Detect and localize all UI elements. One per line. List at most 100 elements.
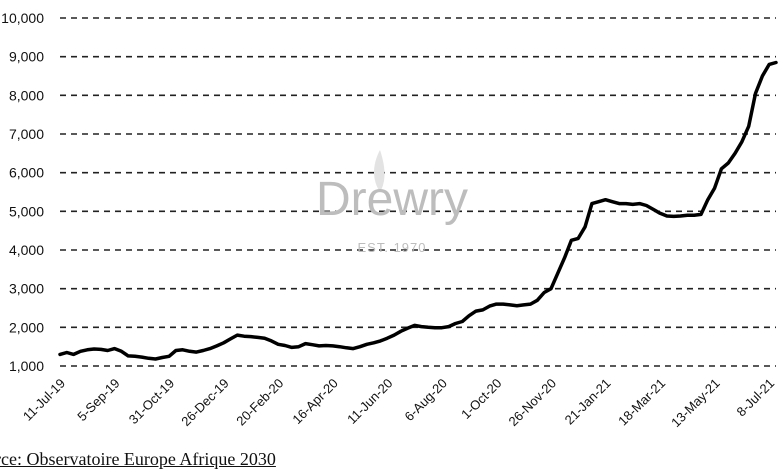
data-point <box>488 305 491 308</box>
x-axis: 11-Jul-19 5-Sep-19 31-Oct-19 26-Dec-19 20-Fe… <box>20 376 777 431</box>
data-point <box>584 225 587 228</box>
data-point <box>420 325 423 328</box>
data-point <box>324 344 327 347</box>
data-point <box>209 347 212 350</box>
data-point <box>249 335 252 338</box>
data-point <box>79 350 82 353</box>
data-point <box>147 357 150 360</box>
data-point <box>318 344 321 347</box>
data-point <box>618 202 621 205</box>
data-point <box>645 204 648 207</box>
flame-icon <box>374 150 385 192</box>
data-point <box>222 341 225 344</box>
source-note: urce: Observatoire Europe Afrique 2030 <box>0 449 276 469</box>
x-tick-label: 21-Jan-21 <box>562 376 614 428</box>
data-point <box>297 345 300 348</box>
x-tick-label: 18-Mar-21 <box>615 376 668 429</box>
y-tick-label: 10,000 <box>1 10 44 26</box>
data-point <box>174 349 177 352</box>
data-point <box>713 187 716 190</box>
x-tick-label: 31-Oct-19 <box>126 376 177 427</box>
y-tick-label: 3,000 <box>9 281 44 297</box>
data-point <box>754 92 757 95</box>
y-tick-label: 5,000 <box>9 203 44 219</box>
data-point <box>747 125 750 128</box>
x-tick-label: 26-Dec-19 <box>178 376 232 430</box>
data-point <box>563 256 566 259</box>
data-point <box>127 354 130 357</box>
data-point <box>270 339 273 342</box>
data-point <box>181 348 184 351</box>
x-tick-label: 6-Aug-20 <box>402 376 450 424</box>
data-point <box>440 326 443 329</box>
data-point <box>597 200 600 203</box>
data-point <box>304 342 307 345</box>
x-tick-label: 11-Jun-20 <box>344 376 395 427</box>
data-point <box>686 214 689 217</box>
data-point <box>638 202 641 205</box>
series-group <box>58 60 778 361</box>
data-point <box>549 287 552 290</box>
data-point <box>284 344 287 347</box>
data-point <box>570 239 573 242</box>
data-point <box>481 308 484 311</box>
data-point <box>106 349 109 352</box>
data-point <box>120 350 123 353</box>
data-point <box>154 358 157 361</box>
x-tick-label: 20-Feb-20 <box>233 376 286 429</box>
data-point <box>461 320 464 323</box>
data-point <box>359 345 362 348</box>
data-point <box>515 304 518 307</box>
data-point <box>434 326 437 329</box>
data-point <box>113 347 116 350</box>
data-point <box>522 303 525 306</box>
x-tick-label: 5-Sep-19 <box>74 376 122 424</box>
data-point <box>399 330 402 333</box>
data-point <box>188 350 191 353</box>
y-tick-label: 6,000 <box>9 165 44 181</box>
data-point <box>761 75 764 78</box>
data-point <box>65 351 68 354</box>
data-point <box>215 344 218 347</box>
data-point <box>536 299 539 302</box>
data-point <box>59 353 62 356</box>
data-point <box>345 346 348 349</box>
data-point <box>256 336 259 339</box>
y-axis: 1,000 2,000 3,000 4,000 5,000 6,000 7,000 8,000… <box>1 10 44 374</box>
data-point <box>202 349 205 352</box>
data-point <box>72 353 75 356</box>
data-point <box>338 345 341 348</box>
data-point <box>624 202 627 205</box>
data-point <box>427 326 430 329</box>
data-point <box>386 337 389 340</box>
data-point <box>734 152 737 155</box>
data-point <box>290 346 293 349</box>
data-point <box>672 215 675 218</box>
watermark-brand: Drewry <box>316 173 468 226</box>
data-point <box>195 351 198 354</box>
data-point <box>652 208 655 211</box>
data-point <box>495 303 498 306</box>
data-point <box>393 334 396 337</box>
x-tick-label: 16-Apr-20 <box>289 376 340 427</box>
data-point <box>86 348 89 351</box>
data-point <box>140 356 143 359</box>
data-point <box>134 355 137 358</box>
data-point <box>679 214 682 217</box>
x-tick-label: 11-Jul-19 <box>20 376 68 424</box>
watermark-est: EST. 1970 <box>358 240 427 255</box>
x-tick-label: 1-Oct-20 <box>458 376 504 422</box>
data-point <box>509 303 512 306</box>
data-point <box>331 344 334 347</box>
data-point <box>243 335 246 338</box>
data-point <box>365 343 368 346</box>
y-tick-label: 9,000 <box>9 49 44 65</box>
data-point <box>502 303 505 306</box>
data-point <box>379 339 382 342</box>
drewry-watermark: Drewry EST. 1970 <box>316 150 468 255</box>
data-point <box>99 348 102 351</box>
data-point <box>604 198 607 201</box>
series-line <box>58 60 778 361</box>
data-point <box>720 167 723 170</box>
